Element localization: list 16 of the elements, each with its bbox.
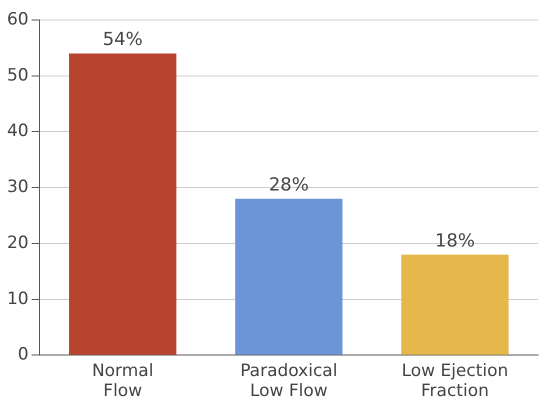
y-tick-label: 30 [6, 177, 29, 198]
bar [401, 254, 509, 355]
data-label: 54% [102, 29, 143, 50]
data-label: 28% [268, 174, 309, 196]
y-tick-label: 40 [6, 121, 29, 142]
y-tick-label: 60 [6, 9, 29, 30]
y-tick-label: 50 [6, 65, 29, 86]
y-tick-label: 0 [18, 344, 29, 365]
bar [235, 198, 342, 355]
x-tick-label: Normal Flow [92, 360, 154, 402]
x-tick-label: Paradoxical Low Flow [240, 360, 338, 402]
y-tick-label: 10 [6, 288, 29, 309]
data-label: 18% [434, 230, 475, 252]
bar [69, 54, 176, 355]
x-tick-label: Low Ejection Fraction [402, 360, 508, 402]
y-tick-label: 20 [6, 232, 29, 253]
